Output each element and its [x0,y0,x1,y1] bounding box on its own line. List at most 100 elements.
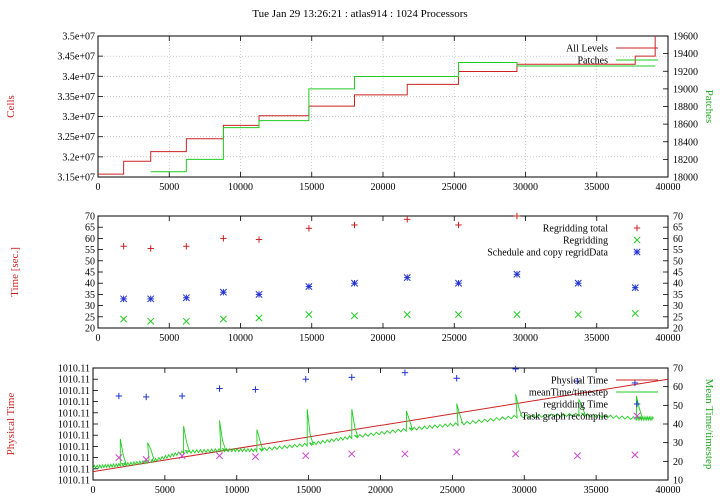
x-tick-label: 40000 [656,485,681,496]
data-point-stroke [574,279,582,287]
data-point [513,212,521,220]
y2-tick-label: 19600 [673,32,698,43]
data-point [252,386,259,393]
x-tick-label: 5000 [159,182,179,193]
data-point [178,392,186,400]
y-axis-label: Physical Time [5,393,17,456]
y2-tick-label: 65 [673,223,683,234]
data-point [573,452,581,460]
legend-label-1-0: All Levels [566,44,608,55]
legend-label-2-1: Regridding [563,236,608,247]
data-point [255,290,263,298]
legend-label-3-1: meanTime/timestep [529,388,608,399]
legend-label-2-0: Regridding total [543,224,608,235]
data-point-stroke [219,315,227,323]
legend-label-3-2: regridding Time [543,400,608,411]
y-axis-label: Cells [5,95,17,118]
y-tick-label: 70 [85,212,95,223]
series-line-all-levels [98,36,656,175]
y-tick-label: 1010.11 [58,476,90,487]
x-tick-label: 0 [91,485,96,496]
legend-marker-stroke [633,236,641,244]
y2-tick-label: 45 [673,268,683,279]
y-tick-label: 65 [85,223,95,234]
data-point [302,452,310,460]
y-tick-label: 20 [85,324,95,335]
data-point [142,455,150,464]
data-point-stroke [631,309,639,317]
y2-tick-label: 40 [673,420,683,431]
y2-tick-label: 19200 [673,67,698,78]
data-point-stroke [178,452,186,460]
data-point-stroke [120,315,128,323]
legend-marker [633,224,641,232]
y2-tick-label: 19400 [673,49,698,60]
y2-tick-label: 60 [673,382,683,393]
data-point-stroke [573,452,581,460]
legend-marker [633,236,641,244]
x-tick-label: 40000 [656,182,681,193]
x-tick-label: 10000 [228,182,253,193]
y-tick-label: 1010.11 [58,397,90,408]
data-point-stroke [182,294,190,302]
data-point [147,295,155,303]
y-tick-label: 1010.11 [58,408,90,419]
data-point [255,236,263,243]
data-point-stroke [350,279,359,287]
x-tick-label: 35000 [584,485,609,496]
x-tick-label: 15000 [296,485,321,496]
data-point-stroke [403,274,411,282]
x-tick-label: 30000 [513,182,538,193]
y-tick-label: 1010.11 [58,420,90,431]
data-point [219,288,227,296]
y-tick-label: 1010.11 [58,442,90,453]
data-point-stroke [147,295,155,303]
legend-marker-stroke [633,248,641,256]
y2-tick-label: 25 [673,312,683,323]
legend-marker [633,248,641,256]
data-point [401,369,409,376]
y2-tick-label: 18000 [673,173,698,184]
data-point [574,279,582,287]
data-point-stroke [305,311,313,319]
y2-tick-label: 50 [673,256,683,267]
data-point [348,374,355,381]
data-point-stroke [513,270,521,278]
y-tick-label: 1010.11 [58,364,90,375]
x-tick-label: 5000 [155,485,175,496]
data-point-stroke [255,290,263,298]
legend-marker [633,400,641,408]
x-tick-label: 30000 [513,333,538,344]
data-point [631,309,639,317]
data-point-stroke [513,311,521,319]
x-tick-label: 20000 [371,182,396,193]
data-point-stroke [251,453,259,461]
y-tick-label: 1010.11 [58,453,90,464]
data-point-stroke [215,452,224,460]
data-point [220,235,227,242]
data-point [182,294,190,302]
legend-label-3-0: Physical Time [551,376,609,387]
data-point [453,448,461,456]
data-point [631,451,639,459]
y-tick-label: 3.4e+07 [62,72,95,83]
y2-axis-label: Mean Time/timestep [703,379,715,470]
data-point-stroke [631,284,639,292]
data-point [453,375,460,382]
y2-tick-label: 55 [673,245,683,256]
data-point [512,450,520,458]
data-point [142,393,150,401]
data-point [182,317,190,325]
y-tick-label: 35 [85,290,95,301]
y-tick-label: 40 [85,279,95,290]
y-tick-label: 55 [85,245,95,256]
data-point [120,243,127,250]
y-tick-label: 3.45e+07 [57,52,95,63]
data-point [305,283,313,291]
y-tick-label: 1010.11 [58,431,90,442]
data-point [350,279,359,287]
data-point [513,311,521,319]
data-point [631,284,639,292]
y-tick-label: 3.2e+07 [62,152,95,163]
